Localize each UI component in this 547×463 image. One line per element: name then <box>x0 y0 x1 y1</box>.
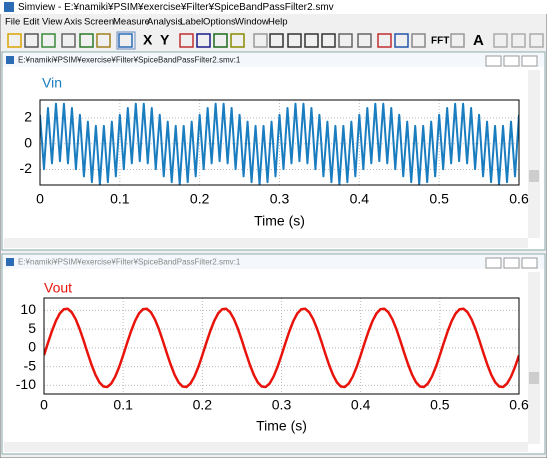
menu-item[interactable]: Analysis <box>147 17 183 28</box>
window-button[interactable] <box>521 257 538 269</box>
tool-icon[interactable] <box>511 33 526 48</box>
window-button[interactable] <box>503 257 520 269</box>
window-button[interactable] <box>485 55 502 67</box>
window-title: Simview - E:¥namiki¥PSIM¥exercise¥Filter… <box>18 2 334 13</box>
x-axis-label: Time (s) <box>256 418 307 434</box>
y-tick-label: 2 <box>24 109 32 125</box>
menu-item[interactable]: View <box>42 17 63 28</box>
y-tick-label: 10 <box>20 301 36 317</box>
tool-icon[interactable] <box>338 33 353 48</box>
v-scrollbar[interactable] <box>528 272 540 444</box>
toolbar: X Y FFT A <box>7 31 544 50</box>
menu-item[interactable]: Window <box>235 17 269 28</box>
window-button[interactable] <box>503 55 520 67</box>
tool-x[interactable]: X <box>143 32 153 48</box>
tool-icon[interactable] <box>7 33 22 48</box>
tool-icon[interactable] <box>213 33 228 48</box>
tool-icon[interactable] <box>287 33 302 48</box>
series-name: Vout <box>44 280 72 296</box>
plot-frame <box>43 297 520 395</box>
series-name: Vin <box>42 75 62 91</box>
tool-y[interactable]: Y <box>160 32 170 48</box>
sub-icon <box>6 56 14 64</box>
x-tick-label: 0.2 <box>193 397 213 413</box>
menu-item[interactable]: Options <box>203 17 236 28</box>
tool-icon[interactable] <box>377 33 392 48</box>
y-tick-label: -5 <box>24 357 37 373</box>
tool-icon[interactable] <box>450 33 465 48</box>
subwindow-title-bar <box>3 53 544 67</box>
v-scrollbar[interactable] <box>528 70 540 238</box>
tool-icon[interactable] <box>304 33 319 48</box>
menu-item[interactable]: Help <box>268 17 288 28</box>
x-tick-label: 0.6 <box>509 397 529 413</box>
scroll-thumb[interactable] <box>529 372 539 384</box>
tool-icon[interactable] <box>357 33 372 48</box>
x-tick-label: 0.3 <box>272 397 292 413</box>
x-tick-label: 0.6 <box>509 191 529 207</box>
menu-item[interactable]: Label <box>180 17 203 28</box>
scroll-thumb[interactable] <box>529 170 539 182</box>
tool-icon[interactable] <box>230 33 245 48</box>
x-tick-label: 0.2 <box>190 191 210 207</box>
x-tick-label: 0 <box>40 397 48 413</box>
tool-icon[interactable] <box>24 33 39 48</box>
tool-icon[interactable] <box>493 33 508 48</box>
tool-icon[interactable] <box>394 33 409 48</box>
tool-icon[interactable] <box>41 33 56 48</box>
y-tick-label: 0 <box>28 339 36 355</box>
tool-a[interactable]: A <box>473 32 484 49</box>
tool-icon[interactable] <box>118 33 133 48</box>
tool-icon[interactable] <box>269 33 284 48</box>
plot-frame <box>39 99 520 186</box>
x-tick-label: 0.4 <box>350 191 370 207</box>
y-tick-label: 0 <box>24 134 32 150</box>
x-tick-label: 0.4 <box>351 397 371 413</box>
menu-item[interactable]: Screen <box>84 17 114 28</box>
h-scrollbar[interactable] <box>4 238 528 248</box>
y-tick-label: -10 <box>16 376 36 392</box>
data-line <box>40 102 519 185</box>
x-tick-label: 0.3 <box>270 191 290 207</box>
tool-icon[interactable] <box>96 33 111 48</box>
app-icon <box>4 2 14 12</box>
tool-icon[interactable] <box>321 33 336 48</box>
x-tick-label: 0.1 <box>110 191 130 207</box>
tool-icon[interactable] <box>79 33 94 48</box>
window-button[interactable] <box>485 257 502 269</box>
x-tick-label: 0.5 <box>429 191 449 207</box>
subwindow-title: E:¥namiki¥PSIM¥exercise¥Filter¥SpiceBand… <box>18 56 241 65</box>
tool-fft[interactable]: FFT <box>431 36 449 47</box>
tool-icon[interactable] <box>179 33 194 48</box>
menu-item[interactable]: Edit <box>23 17 40 28</box>
x-tick-label: 0 <box>36 191 44 207</box>
x-tick-label: 0.5 <box>430 397 450 413</box>
menu-bar: File Edit View Axis ScreenMeasureAnalysisLab… <box>5 17 288 28</box>
title-bar <box>0 0 547 14</box>
x-axis-label: Time (s) <box>254 213 305 229</box>
sub-icon <box>6 258 14 266</box>
subwindow-title: E:¥namiki¥PSIM¥exercise¥Filter¥SpiceBand… <box>18 258 241 267</box>
tool-selected <box>116 31 136 50</box>
tool-icon[interactable] <box>196 33 211 48</box>
tool-icon[interactable] <box>529 33 544 48</box>
menu-item[interactable]: Axis <box>64 17 82 28</box>
subwindow-title-bar <box>3 255 544 269</box>
data-line <box>44 307 519 389</box>
menu-item[interactable]: Measure <box>113 17 150 28</box>
tool-icon[interactable] <box>253 33 268 48</box>
menu-item[interactable]: File <box>5 17 20 28</box>
x-tick-label: 0.1 <box>113 397 133 413</box>
window-button[interactable] <box>521 55 538 67</box>
subwindow <box>1 253 546 455</box>
y-tick-label: 5 <box>28 320 36 336</box>
tool-icon[interactable] <box>61 33 76 48</box>
h-scrollbar[interactable] <box>4 442 528 452</box>
y-tick-label: -2 <box>20 160 33 176</box>
tool-icon[interactable] <box>411 33 426 48</box>
